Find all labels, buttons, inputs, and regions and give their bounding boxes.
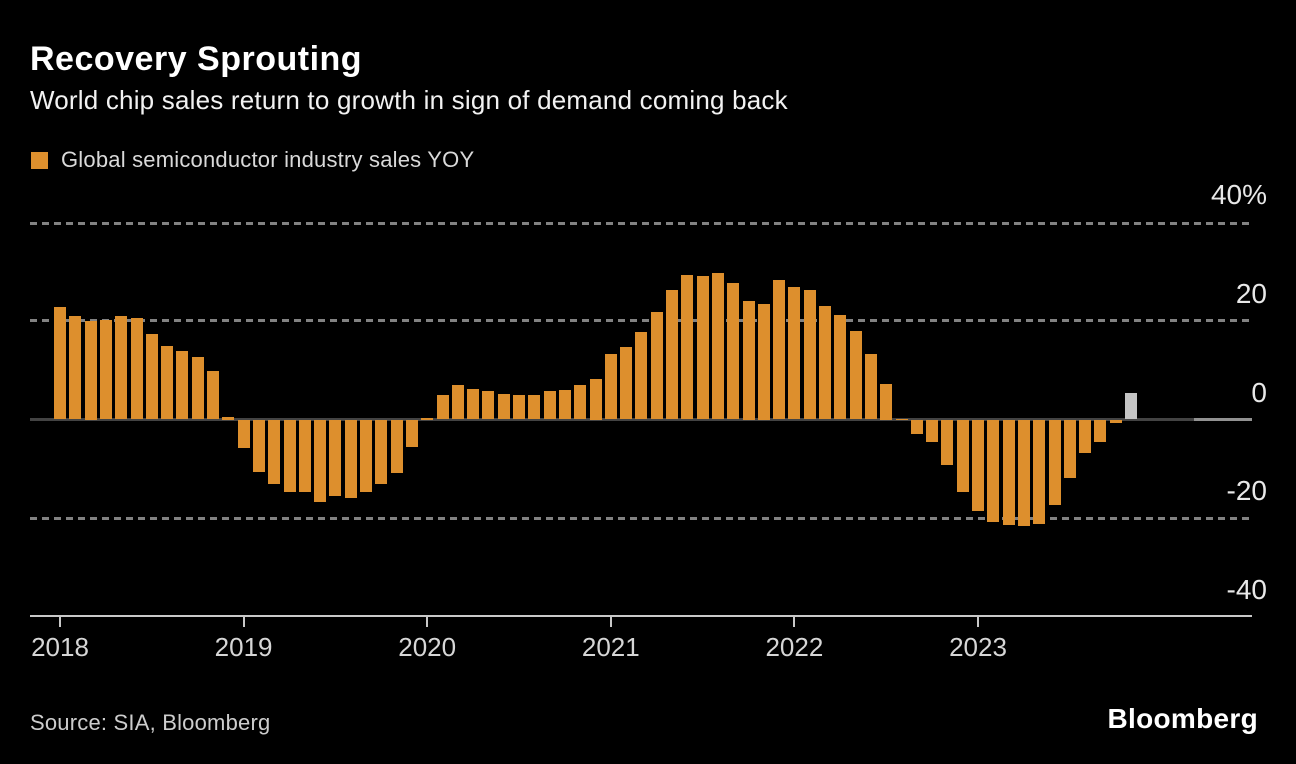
bar — [314, 419, 327, 503]
bar — [834, 315, 847, 420]
bar — [222, 416, 235, 420]
source-note: Source: SIA, Bloomberg — [30, 710, 271, 735]
bar — [941, 419, 954, 465]
bar — [803, 290, 816, 420]
legend-label: Global semiconductor industry sales YOY — [61, 147, 475, 172]
bar — [742, 301, 755, 420]
bar — [880, 383, 893, 420]
plot-area — [30, 222, 1252, 617]
gridline-dashed — [30, 222, 1252, 225]
bar — [497, 394, 510, 420]
legend: Global semiconductor industry sales YOY — [31, 147, 474, 173]
bar — [972, 419, 984, 511]
bar — [237, 419, 250, 448]
bar — [69, 315, 82, 420]
y-tick-label: 40% — [1210, 179, 1267, 210]
bar — [405, 419, 418, 447]
bar — [1033, 419, 1046, 524]
bar — [864, 353, 877, 420]
x-tick-label: 2021 — [581, 632, 640, 662]
bar — [54, 307, 66, 420]
bar — [635, 331, 648, 420]
bar — [574, 384, 587, 420]
bar — [344, 419, 357, 498]
bar — [161, 345, 174, 420]
x-axis-tick — [59, 617, 61, 627]
x-tick-label: 2023 — [949, 632, 1007, 662]
bar — [482, 390, 495, 420]
bar — [910, 419, 923, 435]
bar — [467, 389, 480, 420]
x-axis-tick — [426, 617, 429, 627]
bar — [1017, 419, 1030, 527]
bar — [696, 276, 709, 420]
x-axis-tick — [242, 617, 245, 627]
bar — [329, 419, 342, 496]
bar — [773, 279, 786, 420]
bar — [849, 330, 862, 420]
bar — [191, 356, 204, 420]
bar — [1079, 419, 1092, 454]
bar — [1063, 419, 1076, 478]
bar — [252, 419, 265, 472]
bar — [757, 303, 770, 420]
bar-latest-highlight — [1125, 393, 1137, 420]
bar — [604, 354, 617, 420]
page-title: Recovery Sprouting — [30, 40, 363, 78]
x-axis-line — [30, 615, 1252, 617]
bar — [819, 305, 831, 420]
bar — [421, 418, 434, 420]
bar — [926, 419, 939, 443]
bar — [589, 378, 602, 420]
bar — [145, 333, 158, 420]
bar — [528, 395, 541, 420]
x-tick-label: 2020 — [398, 632, 457, 662]
bar — [681, 275, 694, 420]
bar — [711, 272, 724, 420]
bar — [543, 390, 556, 420]
x-axis-tick — [793, 617, 796, 627]
bar — [513, 395, 525, 420]
bar — [84, 320, 97, 420]
bar — [283, 419, 296, 492]
bar — [176, 351, 189, 420]
bar — [390, 419, 403, 473]
bar — [788, 287, 801, 420]
bar — [298, 419, 311, 492]
legend-swatch-icon — [31, 151, 48, 169]
zero-line — [30, 418, 1194, 421]
bar — [620, 346, 633, 420]
bar — [1048, 419, 1061, 505]
x-axis-tick — [609, 617, 612, 627]
bar — [99, 319, 112, 420]
bar — [360, 419, 372, 492]
bar — [451, 385, 464, 420]
bar — [727, 283, 740, 420]
zero-line-right-segment — [1194, 418, 1252, 421]
gridline-dashed — [30, 319, 1252, 323]
x-axis-tick — [977, 617, 979, 627]
bar — [375, 419, 388, 485]
gridline-dashed — [30, 516, 1252, 520]
bar — [130, 318, 143, 420]
chart-subtitle: World chip sales return to growth in sig… — [30, 85, 788, 115]
x-tick-label: 2022 — [765, 632, 824, 662]
x-tick-label: 2018 — [31, 632, 89, 662]
bar — [987, 419, 1000, 522]
bar — [956, 419, 969, 493]
x-tick-label: 2019 — [214, 632, 273, 662]
bar — [1109, 419, 1122, 423]
y-tick-label: 0 — [1251, 376, 1267, 408]
bloomberg-logo: Bloomberg — [1107, 703, 1258, 734]
bar — [207, 371, 219, 420]
bar — [268, 419, 281, 484]
bar — [115, 315, 128, 420]
bar — [650, 312, 663, 420]
bar — [895, 419, 908, 420]
bar — [1002, 419, 1015, 525]
bar — [666, 290, 678, 420]
bar — [436, 394, 449, 420]
bar — [558, 389, 571, 420]
bar — [1094, 419, 1107, 442]
